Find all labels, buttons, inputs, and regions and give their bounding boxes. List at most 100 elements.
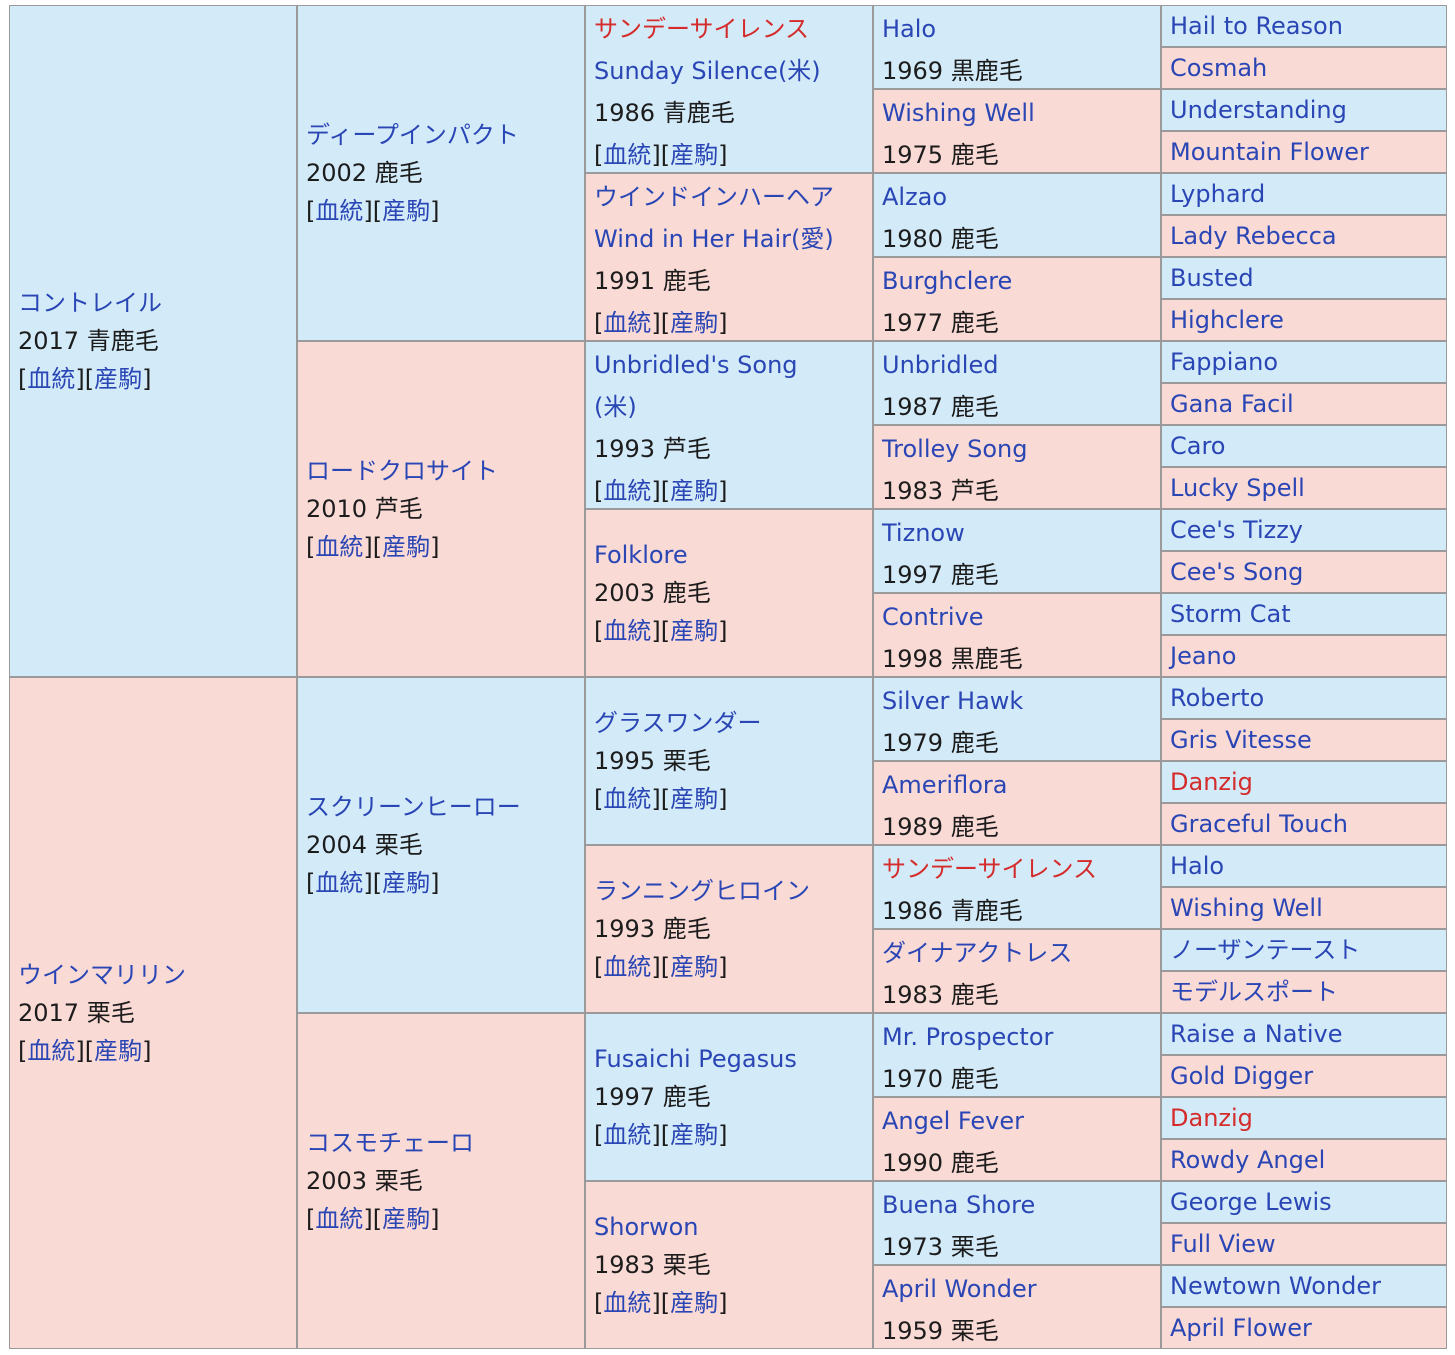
g3-sdd-offspring-link[interactable]: 産駒 xyxy=(670,617,719,645)
sire-name-link[interactable]: コントレイル xyxy=(18,289,162,317)
g4-name-link[interactable]: サンデーサイレンス xyxy=(882,855,1098,883)
g4-name-link[interactable]: Halo xyxy=(882,15,937,43)
sire-dam-offspring-link[interactable]: 産駒 xyxy=(382,533,431,561)
g4-name-link[interactable]: Buena Shore xyxy=(882,1191,1036,1219)
g4-cell: Burghclere 1977 鹿毛 xyxy=(873,257,1161,341)
g5-name-link[interactable]: Cosmah xyxy=(1170,54,1268,82)
g3-sss-name-link[interactable]: Sunday Silence(米) xyxy=(594,57,821,85)
g3-ssd-bloodline-link[interactable]: 血統 xyxy=(603,309,652,337)
sire-dam-bloodline-link[interactable]: 血統 xyxy=(315,533,364,561)
dam-dam-bloodline-link[interactable]: 血統 xyxy=(315,1205,364,1233)
g5-cell: Cee's Tizzy xyxy=(1161,509,1447,551)
g3-dsd-year-color: 1993 鹿毛 xyxy=(594,915,711,943)
g5-name-link[interactable]: Gris Vitesse xyxy=(1170,726,1312,754)
dam-sire-bloodline-link[interactable]: 血統 xyxy=(315,869,364,897)
g5-name-link[interactable]: Caro xyxy=(1170,432,1226,460)
g4-name-link[interactable]: Mr. Prospector xyxy=(882,1023,1054,1051)
g3-dds-offspring-link[interactable]: 産駒 xyxy=(670,1121,719,1149)
g5-name-link[interactable]: Hail to Reason xyxy=(1170,12,1343,40)
dam-dam-name-link[interactable]: コスモチェーロ xyxy=(306,1129,474,1157)
dam-sire-offspring-link[interactable]: 産駒 xyxy=(382,869,431,897)
g3-sds-offspring-link[interactable]: 産駒 xyxy=(670,477,719,505)
sire-sire-name-link[interactable]: ディープインパクト xyxy=(306,121,519,149)
g4-name-link[interactable]: Contrive xyxy=(882,603,984,631)
g4-name-link[interactable]: Alzao xyxy=(882,183,948,211)
g5-name-link[interactable]: April Flower xyxy=(1170,1314,1312,1342)
g3-sss-offspring-link[interactable]: 産駒 xyxy=(670,141,719,169)
g5-name-link[interactable]: Full View xyxy=(1170,1230,1276,1258)
g3-ddd-bloodline-link[interactable]: 血統 xyxy=(603,1289,652,1317)
g3-dss-offspring-link[interactable]: 産駒 xyxy=(670,785,719,813)
g5-name-link[interactable]: Graceful Touch xyxy=(1170,810,1348,838)
g3-dss-year-color: 1995 栗毛 xyxy=(594,747,711,775)
g3-ssd-year-color: 1991 鹿毛 xyxy=(594,267,711,295)
g5-cell: モデルスポート xyxy=(1161,971,1447,1013)
g3-sss-name-ja-link[interactable]: サンデーサイレンス xyxy=(594,15,810,43)
dam-bloodline-link[interactable]: 血統 xyxy=(27,1037,76,1065)
g5-name-link[interactable]: Fappiano xyxy=(1170,348,1279,376)
g4-name-link[interactable]: Burghclere xyxy=(882,267,1013,295)
g5-name-link[interactable]: Cee's Tizzy xyxy=(1170,516,1304,544)
g5-name-link[interactable]: Understanding xyxy=(1170,96,1347,124)
g5-name-link[interactable]: Highclere xyxy=(1170,306,1284,334)
g5-name-link[interactable]: モデルスポート xyxy=(1170,978,1338,1006)
sire-bloodline-link[interactable]: 血統 xyxy=(27,365,76,393)
g5-name-link[interactable]: Halo xyxy=(1170,852,1225,880)
g5-name-link[interactable]: Storm Cat xyxy=(1170,600,1291,628)
g5-name-link[interactable]: Lucky Spell xyxy=(1170,474,1305,502)
g3-sds-name-suffix[interactable]: (米) xyxy=(594,393,637,421)
g4-name-link[interactable]: April Wonder xyxy=(882,1275,1037,1303)
g5-name-link[interactable]: Raise a Native xyxy=(1170,1020,1343,1048)
g4-name-link[interactable]: Trolley Song xyxy=(882,435,1028,463)
g5-name-link[interactable]: Cee's Song xyxy=(1170,558,1304,586)
g3-dsd-bloodline-link[interactable]: 血統 xyxy=(603,953,652,981)
g3-dsd-offspring-link[interactable]: 産駒 xyxy=(670,953,719,981)
g5-name-link[interactable]: ノーザンテースト xyxy=(1170,936,1361,964)
sire-sire-bloodline-link[interactable]: 血統 xyxy=(315,197,364,225)
g3-sds-bloodline-link[interactable]: 血統 xyxy=(603,477,652,505)
dam-dam-offspring-link[interactable]: 産駒 xyxy=(382,1205,431,1233)
g4-name-link[interactable]: Ameriflora xyxy=(882,771,1008,799)
g3-ssd-offspring-link[interactable]: 産駒 xyxy=(670,309,719,337)
g5-name-link[interactable]: Roberto xyxy=(1170,684,1265,712)
g4-name-link[interactable]: Silver Hawk xyxy=(882,687,1024,715)
g3-ssd-name-ja-link[interactable]: ウインドインハーヘア xyxy=(594,183,834,211)
g3-dds-name-link[interactable]: Fusaichi Pegasus xyxy=(594,1045,797,1073)
g4-name-link[interactable]: Wishing Well xyxy=(882,99,1035,127)
g5-name-link[interactable]: Gana Facil xyxy=(1170,390,1294,418)
g4-name-link[interactable]: Angel Fever xyxy=(882,1107,1025,1135)
g3-dss-name-link[interactable]: グラスワンダー xyxy=(594,709,762,737)
sire-dam-name-link[interactable]: ロードクロサイト xyxy=(306,457,498,485)
g5-name-link[interactable]: Lady Rebecca xyxy=(1170,222,1337,250)
dam-name-link[interactable]: ウインマリリン xyxy=(18,961,186,989)
g5-name-link[interactable]: Rowdy Angel xyxy=(1170,1146,1326,1174)
g5-name-link[interactable]: Busted xyxy=(1170,264,1254,292)
g5-name-link[interactable]: Gold Digger xyxy=(1170,1062,1314,1090)
dam-offspring-link[interactable]: 産駒 xyxy=(94,1037,143,1065)
dam-sire-name-link[interactable]: スクリーンヒーロー xyxy=(306,793,521,821)
g5-name-link[interactable]: George Lewis xyxy=(1170,1188,1332,1216)
g5-name-link[interactable]: Mountain Flower xyxy=(1170,138,1369,166)
g3-dss-bloodline-link[interactable]: 血統 xyxy=(603,785,652,813)
g3-dds-bloodline-link[interactable]: 血統 xyxy=(603,1121,652,1149)
g5-name-link[interactable]: Danzig xyxy=(1170,1104,1253,1132)
g3-sdd-name-link[interactable]: Folklore xyxy=(594,541,688,569)
g5-name-link[interactable]: Jeano xyxy=(1170,642,1237,670)
g5-cell: Fappiano xyxy=(1161,341,1447,383)
g5-name-link[interactable]: Newtown Wonder xyxy=(1170,1272,1381,1300)
g3-sss-bloodline-link[interactable]: 血統 xyxy=(603,141,652,169)
g5-name-link[interactable]: Lyphard xyxy=(1170,180,1266,208)
g3-sds-name-link[interactable]: Unbridled's Song xyxy=(594,351,798,379)
sire-offspring-link[interactable]: 産駒 xyxy=(94,365,143,393)
sire-sire-offspring-link[interactable]: 産駒 xyxy=(382,197,431,225)
g3-sdd-bloodline-link[interactable]: 血統 xyxy=(603,617,652,645)
g3-dsd-name-link[interactable]: ランニングヒロイン xyxy=(594,877,810,905)
g3-ddd-name-link[interactable]: Shorwon xyxy=(594,1213,699,1241)
g4-name-link[interactable]: ダイナアクトレス xyxy=(882,939,1073,967)
g3-ddd-offspring-link[interactable]: 産駒 xyxy=(670,1289,719,1317)
g3-ssd-name-link[interactable]: Wind in Her Hair(愛) xyxy=(594,225,834,253)
g5-name-link[interactable]: Wishing Well xyxy=(1170,894,1323,922)
g4-name-link[interactable]: Unbridled xyxy=(882,351,999,379)
g4-name-link[interactable]: Tiznow xyxy=(882,519,965,547)
g5-name-link[interactable]: Danzig xyxy=(1170,768,1253,796)
